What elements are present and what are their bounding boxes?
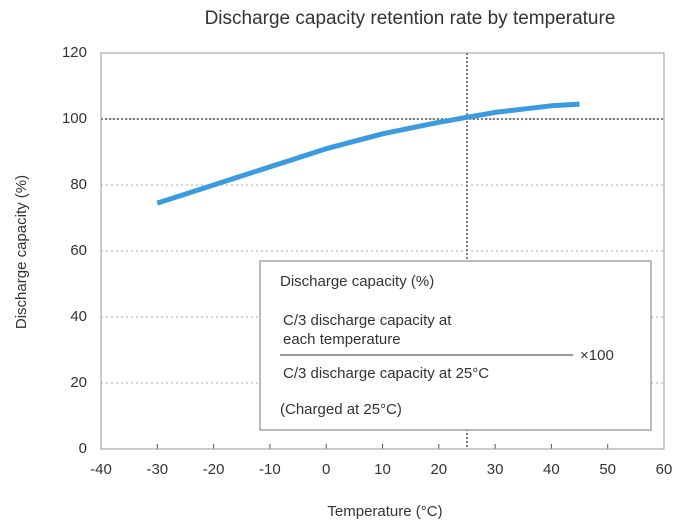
annotation-box (259, 260, 652, 431)
data-line (156, 101, 580, 206)
y-tick-label: 20 (70, 374, 87, 391)
y-tick-label: 60 (70, 242, 87, 259)
annotation-numerator: C/3 discharge capacity at (283, 312, 452, 329)
y-tick-label: 120 (62, 44, 87, 61)
annotation-numerator: each temperature (283, 331, 401, 348)
y-axis-label: Discharge capacity (%) (13, 175, 30, 329)
x-tick-label: 40 (543, 461, 560, 478)
annotation-denominator: C/3 discharge capacity at 25°C (283, 365, 489, 382)
y-tick-label: 100 (62, 110, 87, 127)
x-tick-label: -40 (90, 461, 112, 478)
x-tick-label: -20 (203, 461, 225, 478)
x-axis-label: Temperature (°C) (327, 503, 442, 520)
x-tick-label: 60 (656, 461, 673, 478)
plot-frame (100, 52, 665, 450)
annotation-note: (Charged at 25°C) (280, 401, 402, 418)
x-tick-label: -30 (146, 461, 168, 478)
annotation-multiplier: ×100 (580, 347, 614, 364)
x-tick-label: 0 (322, 461, 330, 478)
y-tick-label: 0 (79, 440, 87, 457)
x-tick-label: 50 (599, 461, 616, 478)
x-tick-label: 10 (374, 461, 391, 478)
y-tick-label: 40 (70, 308, 87, 325)
y-tick-label: 80 (70, 176, 87, 193)
chart-title: Discharge capacity retention rate by tem… (205, 8, 616, 29)
x-tick-label: -10 (259, 461, 281, 478)
annotation-heading: Discharge capacity (%) (280, 273, 434, 290)
x-tick-label: 30 (487, 461, 504, 478)
x-tick-label: 20 (430, 461, 447, 478)
